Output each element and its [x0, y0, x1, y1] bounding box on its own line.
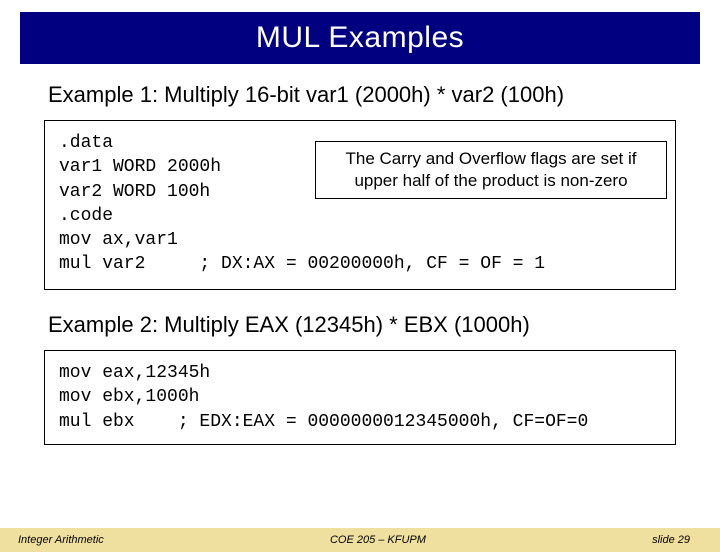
code-line: mov ax,var1	[59, 228, 665, 252]
example2-code-box: mov eax,12345h mov ebx,1000h mul ebx ; E…	[44, 350, 676, 445]
example1-code-box: .data var1 WORD 2000h var2 WORD 100h .co…	[44, 120, 676, 290]
title-bar: MUL Examples	[20, 12, 700, 64]
code-line: mov eax,12345h	[59, 361, 665, 385]
footer: Integer Arithmetic COE 205 – KFUPM slide…	[0, 528, 720, 552]
slide-title: MUL Examples	[256, 21, 464, 55]
example1-note: The Carry and Overflow flags are set if …	[315, 141, 667, 199]
footer-center: COE 205 – KFUPM	[330, 534, 426, 546]
note-line: upper half of the product is non-zero	[324, 170, 658, 192]
note-line: The Carry and Overflow flags are set if	[324, 148, 658, 170]
example1-heading: Example 1: Multiply 16-bit var1 (2000h) …	[48, 82, 720, 108]
code-line: mul ebx ; EDX:EAX = 0000000012345000h, C…	[59, 410, 665, 434]
code-line: mul var2 ; DX:AX = 00200000h, CF = OF = …	[59, 252, 665, 276]
code-line: .code	[59, 204, 665, 228]
code-line: mov ebx,1000h	[59, 385, 665, 409]
footer-left: Integer Arithmetic	[18, 534, 104, 546]
footer-right: slide 29	[652, 534, 690, 546]
example2-heading: Example 2: Multiply EAX (12345h) * EBX (…	[48, 312, 720, 338]
